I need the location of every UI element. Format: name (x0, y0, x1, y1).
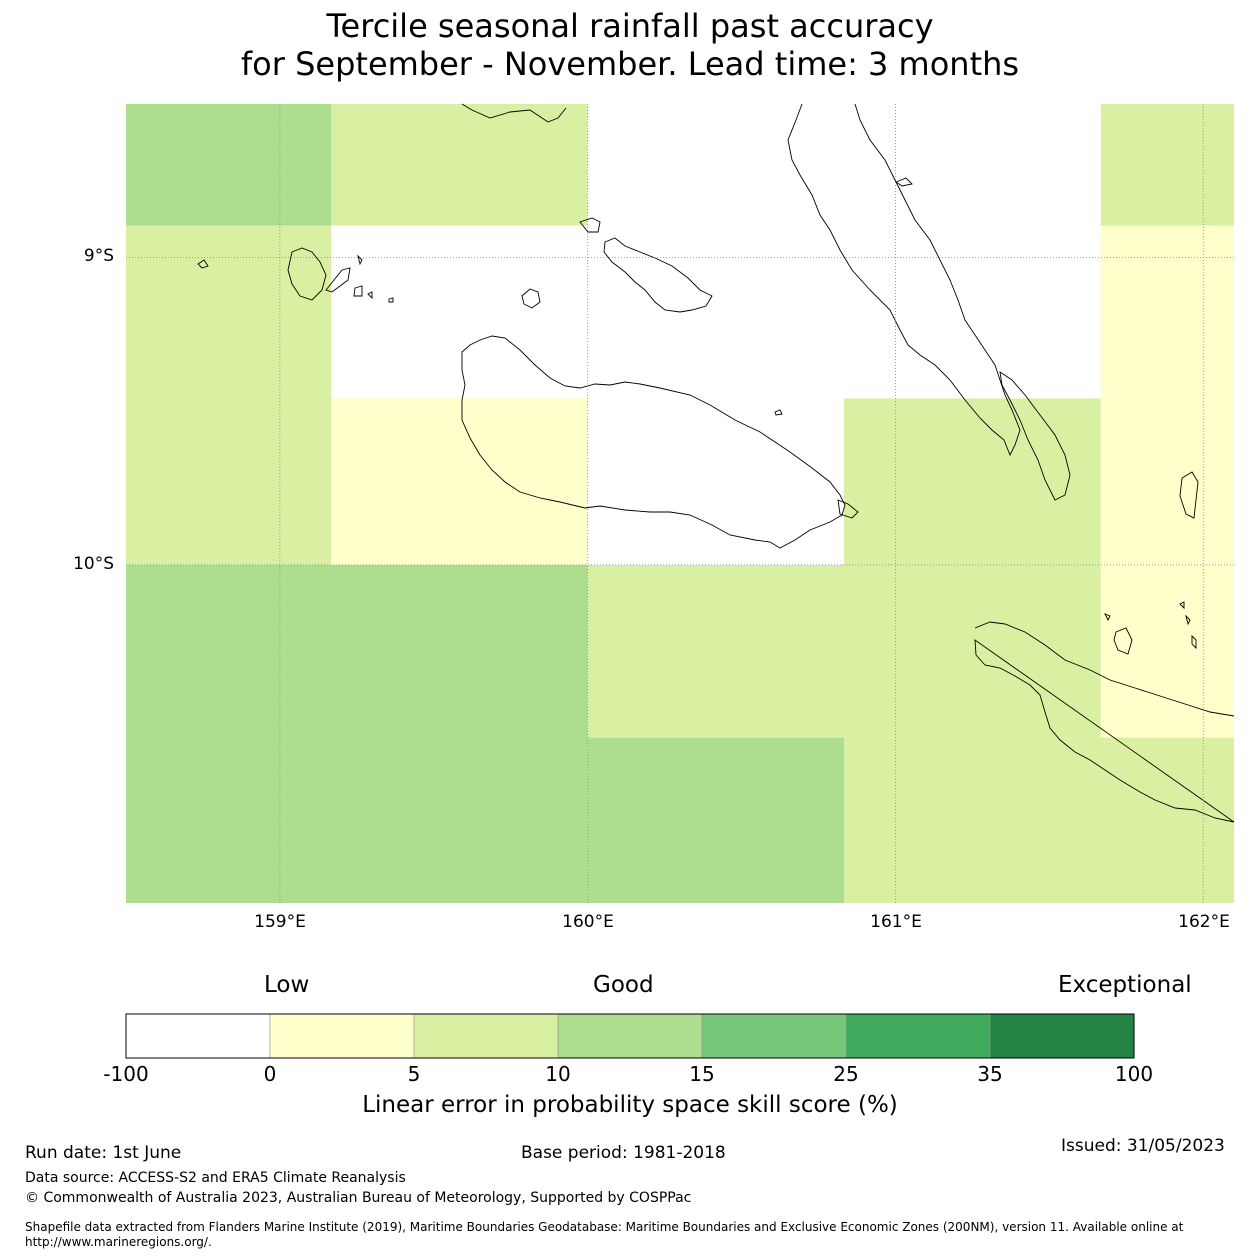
colorbar-title: Linear error in probability space skill … (362, 1092, 898, 1118)
colorbar-tick: -100 (103, 1062, 149, 1086)
data-source: Data source: ACCESS-S2 and ERA5 Climate … (25, 1170, 406, 1186)
colorbar-tick: 100 (1114, 1062, 1154, 1086)
lon-label-159e: 159°E (254, 912, 306, 932)
colorbar-segment (557, 1013, 703, 1059)
colorbar-segment (845, 1013, 991, 1059)
colorbar-tick: 25 (833, 1062, 859, 1086)
skill-cell (587, 737, 845, 903)
skill-cell (331, 398, 588, 565)
skill-cell (587, 225, 1101, 399)
copyright: © Commonwealth of Australia 2023, Austra… (25, 1190, 692, 1206)
colorbar-segment (413, 1013, 559, 1059)
lat-label-10s: 10°S (73, 554, 114, 574)
graticule (126, 104, 1234, 903)
skill-cell (126, 564, 588, 903)
colorbar-tick: 10 (545, 1062, 571, 1086)
skill-cell (1100, 104, 1234, 226)
lon-label-162e: 162°E (1178, 912, 1230, 932)
colorbar-segment (989, 1013, 1135, 1059)
colorbar-segment (125, 1013, 271, 1059)
chart-title-line-2: for September - November. Lead time: 3 m… (240, 45, 1020, 83)
skill-cell (126, 104, 332, 226)
skill-cell (331, 225, 588, 399)
coastline-makira (974, 621, 1235, 823)
colorbar-outline (125, 1013, 1135, 1059)
skill-cell (844, 398, 1101, 565)
colorbar-tick: 35 (977, 1062, 1003, 1086)
skill-grid-cells (126, 104, 1234, 903)
lon-label-161e: 161°E (870, 912, 922, 932)
skill-cell (587, 104, 1101, 226)
coastline-guadalcanal (461, 335, 846, 549)
lon-label-160e: 160°E (562, 912, 614, 932)
skill-cell (844, 737, 1234, 903)
colorbar (125, 1013, 1135, 1059)
colorbar-segment (701, 1013, 847, 1059)
shapefile-credit-line-1: Shapefile data extracted from Flanders M… (25, 1220, 1184, 1234)
skill-cell (331, 104, 588, 226)
colorbar-segment (269, 1013, 415, 1059)
coastlines (197, 103, 1235, 823)
skill-cell (587, 398, 845, 565)
coastline-florida-islands (603, 237, 713, 313)
base-period: Base period: 1981-2018 (521, 1143, 726, 1163)
coastline-savo (521, 288, 541, 309)
coastline-russell-islands (287, 247, 327, 301)
run-date: Run date: 1st June (25, 1143, 182, 1163)
colorbar-tick: 15 (689, 1062, 715, 1086)
shapefile-credit-line-2: http://www.marineregions.org/. (25, 1235, 212, 1249)
coastline-santa-isabel (461, 103, 1021, 457)
skill-cell (587, 564, 1101, 738)
lat-label-9s: 9°S (83, 246, 114, 266)
chart-title-line-1: Tercile seasonal rainfall past accuracy (326, 7, 934, 45)
colorbar-label-exceptional: Exceptional (1058, 972, 1192, 998)
colorbar-label-good: Good (593, 972, 654, 998)
colorbar-tick: 5 (407, 1062, 421, 1086)
colorbar-label-low: Low (264, 972, 310, 998)
issued-date: Issued: 31/05/2023 (1061, 1136, 1225, 1156)
colorbar-tick: 0 (263, 1062, 277, 1086)
skill-cell (1100, 225, 1234, 738)
skill-cell (126, 225, 332, 565)
